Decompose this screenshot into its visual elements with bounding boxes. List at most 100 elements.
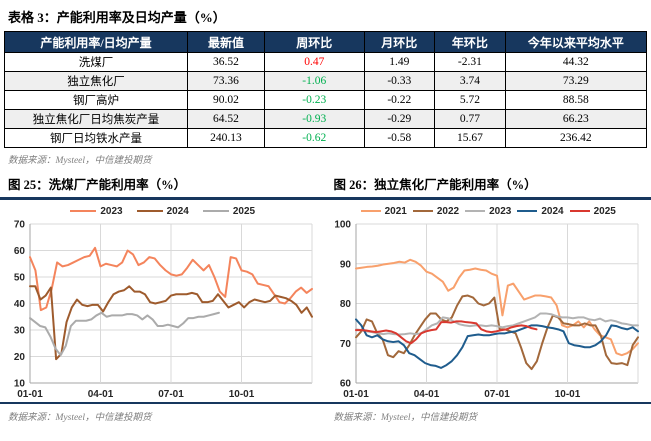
legend-label: 2022: [436, 205, 460, 217]
svg-text:01-01: 01-01: [343, 389, 369, 400]
table-row: 钢厂日均铁水产量 240.13 -0.62 -0.58 15.67 236.42: [4, 128, 648, 148]
col-header-metric: 产能利用率/日均产量: [4, 31, 188, 53]
latest-value: 36.52: [186, 52, 266, 72]
table-title: 表格 3：产能利用率及日均产量（%）: [8, 10, 226, 25]
row-label: 独立焦化厂: [4, 71, 188, 91]
legend-swatch: [412, 209, 433, 213]
figure-25-title: 图 25：洗煤厂产能利用率（%）: [8, 178, 187, 192]
legend-swatch: [517, 209, 538, 213]
svg-text:60: 60: [339, 378, 351, 389]
svg-text:10-01: 10-01: [554, 389, 580, 400]
svg-text:90: 90: [339, 259, 351, 270]
legend-item-2023: 2023: [70, 205, 123, 217]
chart-legend: 2021 2022 2023 2024 2025: [326, 204, 651, 219]
figure-25-coal-washery: 图 25：洗煤厂产能利用率（%） 2023 2024 2025 70 60 50 40 30…: [0, 170, 326, 423]
legend-swatch: [70, 209, 97, 213]
svg-text:07-01: 07-01: [484, 389, 510, 400]
legend-label: 2025: [232, 205, 256, 217]
table-row: 钢厂高炉 90.02 -0.23 -0.22 5.72 88.58: [4, 90, 648, 110]
legend-label: 2025: [593, 205, 616, 217]
legend-swatch: [202, 209, 229, 213]
legend-swatch: [465, 209, 486, 213]
legend-swatch: [569, 209, 590, 213]
latest-value: 90.02: [186, 90, 266, 110]
row-label: 钢厂日均铁水产量: [4, 128, 188, 148]
wow-value: -0.93: [264, 109, 365, 129]
row-label: 洗煤厂: [4, 52, 188, 72]
col-header-ytd-avg: 今年以来平均水平: [504, 31, 648, 53]
table-data-source: 数据来源：Mysteel，中信建投期货: [8, 156, 152, 166]
coking-plant-chart-area: 2021 2022 2023 2024 2025 100 90 80 70 60 01-01 04-…: [326, 200, 651, 402]
svg-text:60: 60: [14, 246, 26, 257]
table-row: 独立焦化厂 73.36 -1.06 -0.33 3.74 73.29: [4, 71, 648, 91]
ytd-avg-value: 88.58: [504, 90, 648, 110]
col-header-yoy: 年环比: [434, 31, 506, 53]
legend-label: 2023: [489, 205, 512, 217]
legend-swatch: [360, 209, 381, 213]
mom-value: -0.58: [363, 128, 436, 148]
yoy-value: -2.31: [434, 52, 506, 72]
svg-text:10-01: 10-01: [229, 389, 255, 400]
yoy-value: 5.72: [434, 90, 506, 110]
svg-text:30: 30: [14, 325, 26, 336]
wow-value: -1.06: [264, 71, 365, 91]
legend-item-2021: 2021: [360, 205, 407, 217]
legend-label: 2021: [384, 205, 407, 217]
yoy-value: 15.67: [434, 128, 506, 148]
col-header-latest: 最新值: [186, 31, 266, 53]
ytd-avg-value: 236.42: [504, 128, 648, 148]
yoy-value: 0.77: [434, 109, 506, 129]
legend-item-2025: 2025: [569, 205, 616, 217]
chart-legend: 2023 2024 2025: [0, 204, 326, 219]
title-rule: [325, 197, 651, 200]
legend-item-2022: 2022: [412, 205, 460, 217]
title-rule: [0, 197, 326, 200]
mom-value: -0.29: [363, 109, 436, 129]
figure-26-title: 图 26：独立焦化厂产能利用率（%）: [333, 178, 537, 192]
ytd-avg-value: 73.29: [504, 71, 648, 91]
legend-item-2024: 2024: [136, 205, 189, 217]
col-header-wow: 周环比: [264, 31, 365, 53]
legend-swatch: [136, 209, 163, 213]
ytd-avg-value: 44.32: [504, 52, 648, 72]
legend-label: 2024: [166, 205, 189, 217]
bottom-rule: [0, 401, 326, 404]
svg-text:01-01: 01-01: [17, 389, 43, 400]
svg-text:20: 20: [14, 352, 26, 363]
row-label: 独立焦化厂日均焦炭产量: [4, 109, 188, 129]
svg-text:50: 50: [14, 272, 26, 283]
legend-item-2025: 2025: [202, 205, 256, 217]
legend-item-2023: 2023: [465, 206, 511, 217]
figures-row: 图 25：洗煤厂产能利用率（%） 2023 2024 2025 70 60 50 40 30…: [0, 170, 651, 423]
svg-text:70: 70: [14, 219, 26, 230]
mom-value: 1.49: [363, 52, 436, 72]
table-header-row: 产能利用率/日均产量 最新值 周环比 月环比 年环比 今年以来平均水平: [4, 31, 648, 53]
svg-text:70: 70: [339, 338, 351, 349]
latest-value: 64.52: [186, 109, 266, 129]
table-row: 独立焦化厂日均焦炭产量 64.52 -0.93 -0.29 0.77 66.23: [4, 109, 648, 129]
mom-value: -0.22: [363, 90, 436, 110]
svg-text:80: 80: [339, 299, 351, 310]
yoy-value: 3.74: [434, 71, 506, 91]
legend-label: 2023: [100, 205, 123, 217]
wow-value: -0.23: [264, 90, 365, 110]
svg-text:40: 40: [14, 299, 26, 310]
ytd-avg-value: 66.23: [504, 109, 648, 129]
svg-text:100: 100: [334, 219, 351, 230]
wow-value: -0.62: [264, 128, 365, 148]
svg-text:07-01: 07-01: [158, 389, 184, 400]
table-row: 洗煤厂 36.52 0.47 1.49 -2.31 44.32: [4, 52, 648, 72]
svg-text:10: 10: [14, 378, 26, 389]
svg-text:04-01: 04-01: [88, 389, 114, 400]
figure-25-source: 数据来源：Mysteel，中信建投期货: [8, 413, 152, 423]
legend-label: 2024: [541, 205, 564, 217]
wow-value: 0.47: [264, 52, 365, 72]
mom-value: -0.33: [363, 71, 436, 91]
legend-item-2024: 2024: [517, 205, 564, 217]
bottom-rule: [325, 401, 651, 404]
col-header-mom: 月环比: [363, 31, 436, 53]
capacity-utilization-table: 产能利用率/日均产量 最新值 周环比 月环比 年环比 今年以来平均水平 洗煤厂 …: [4, 31, 648, 148]
